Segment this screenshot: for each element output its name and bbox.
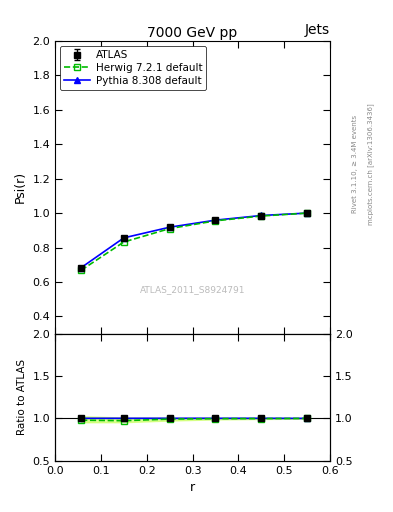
Legend: ATLAS, Herwig 7.2.1 default, Pythia 8.308 default: ATLAS, Herwig 7.2.1 default, Pythia 8.30… <box>60 46 206 90</box>
Y-axis label: Ratio to ATLAS: Ratio to ATLAS <box>17 359 27 435</box>
X-axis label: r: r <box>190 481 195 494</box>
Text: mcplots.cern.ch [arXiv:1306.3436]: mcplots.cern.ch [arXiv:1306.3436] <box>367 103 374 225</box>
Text: ATLAS_2011_S8924791: ATLAS_2011_S8924791 <box>140 285 245 294</box>
Text: Jets: Jets <box>305 23 330 36</box>
Y-axis label: Psi(r): Psi(r) <box>14 171 27 203</box>
Text: Rivet 3.1.10, ≥ 3.4M events: Rivet 3.1.10, ≥ 3.4M events <box>352 115 358 213</box>
Title: 7000 GeV pp: 7000 GeV pp <box>147 26 238 40</box>
